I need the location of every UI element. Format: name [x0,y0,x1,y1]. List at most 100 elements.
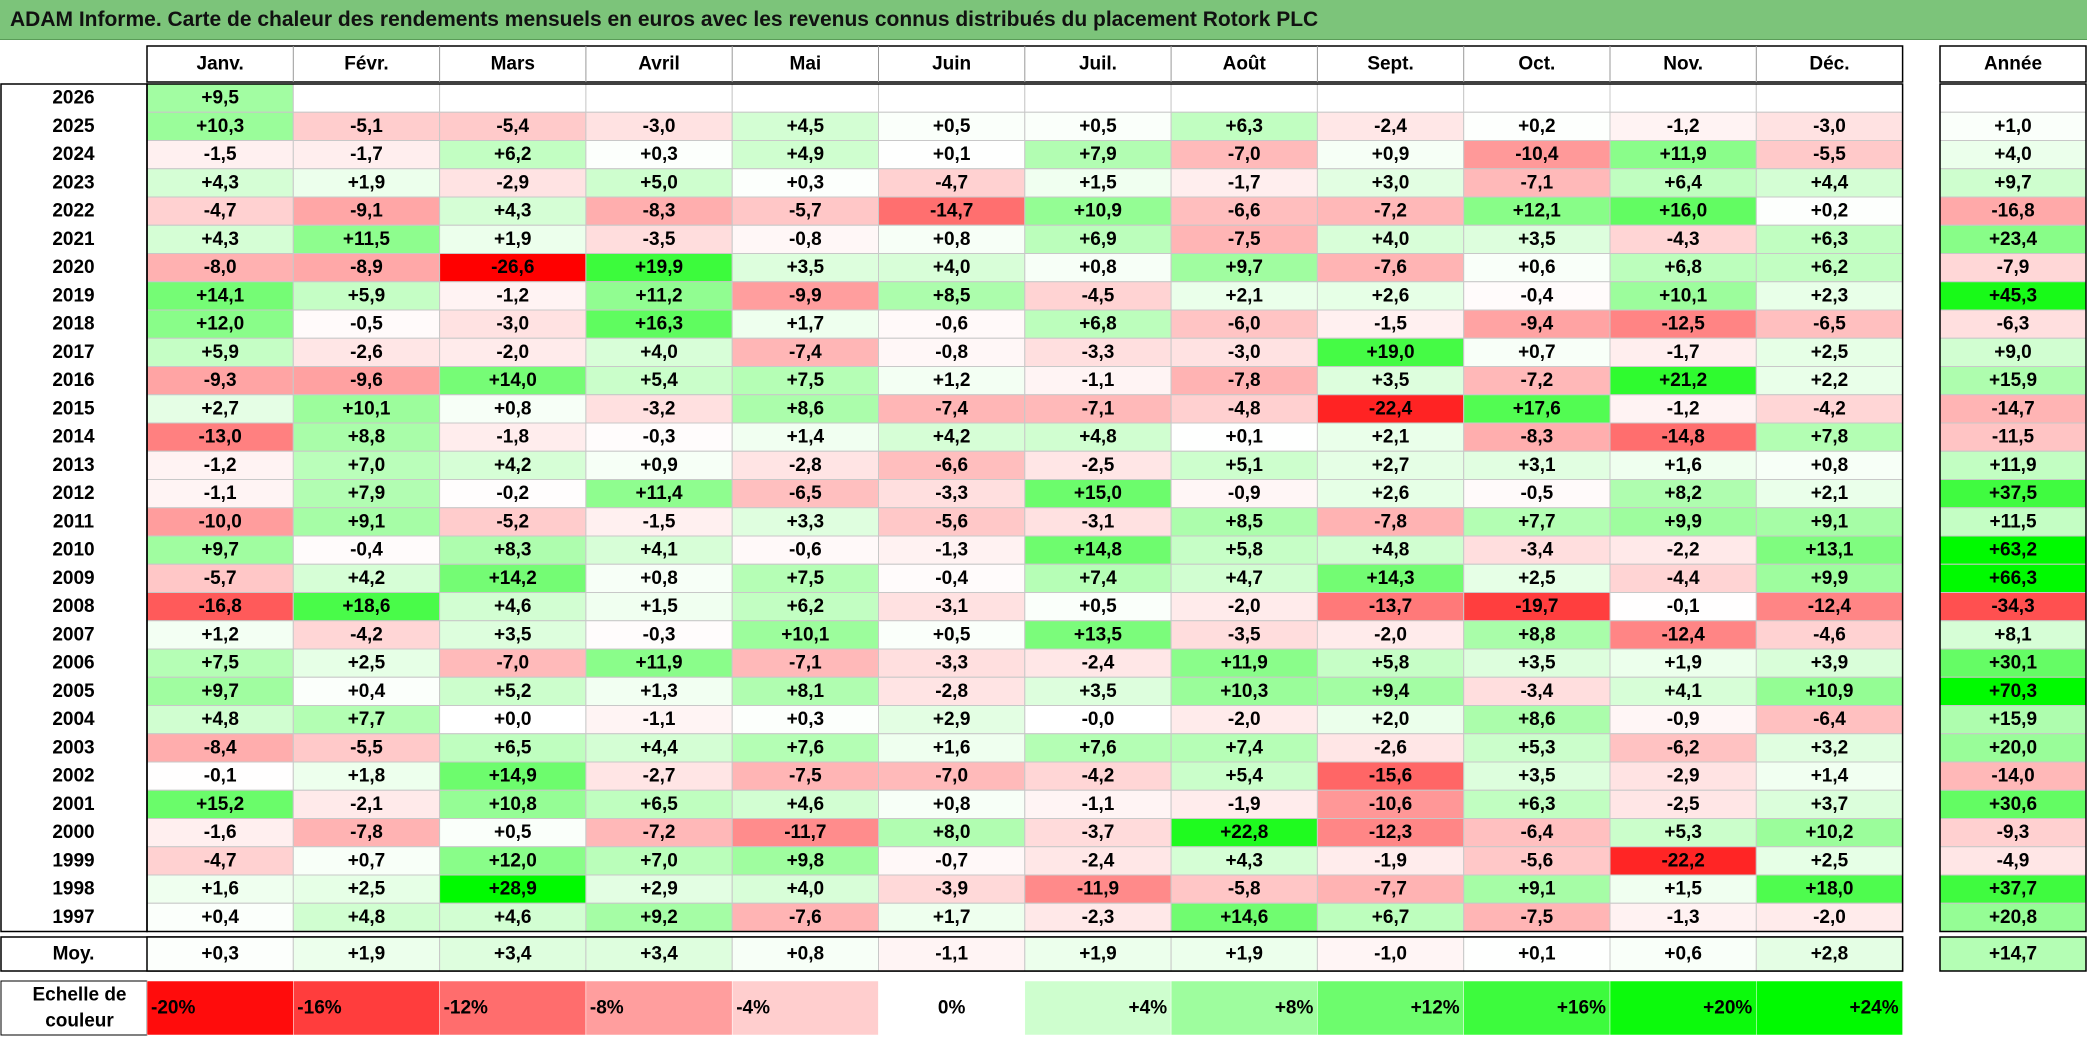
annual-value: -6,3 [1997,314,2030,335]
cell-value: +5,8 [1372,653,1410,674]
scale-label: 0% [938,998,966,1019]
average-value: +0,3 [201,944,239,965]
heatmap-cell [292,111,441,141]
heatmap-cell [1170,648,1318,678]
year-label: 1999 [52,850,94,871]
cell-value: +3,7 [1811,794,1849,815]
heatmap-cell [292,676,441,706]
heatmap-cell [731,366,880,396]
heatmap-cell [1170,733,1318,763]
cell-value: -0,3 [643,427,676,448]
month-header: Mai [790,54,822,75]
cell-value: +6,4 [1664,172,1702,193]
heatmap-cell [1609,507,1757,537]
heatmap-cell [292,196,441,226]
heatmap-cell [1609,140,1757,170]
heatmap-cell [292,507,441,537]
cell-value: -4,2 [1813,398,1846,419]
cell-value: -6,5 [1813,314,1846,335]
heatmap-cell [1024,253,1172,283]
heatmap-cell [1170,761,1318,791]
cell-value: +5,4 [640,370,678,391]
chart-title: ADAM Informe. Carte de chaleur des rende… [0,0,2087,40]
annual-value: -4,9 [1997,850,2030,871]
cell-value: -3,4 [1520,681,1553,702]
cell-value: +8,6 [1518,709,1556,730]
heatmap-cell [1609,818,1757,848]
heatmap-cell [439,140,587,170]
cell-value: -6,4 [1520,822,1553,843]
cell-value: +14,8 [1074,540,1122,561]
cell-value: +7,4 [1079,568,1117,589]
heatmap-cell [1463,902,1611,932]
scale-label-box [0,980,148,1036]
cell-value: -0,9 [1667,709,1700,730]
heatmap-cell [1755,507,1904,537]
heatmap-cell [1316,281,1465,311]
cell-value: -9,6 [350,370,383,391]
heatmap-cell [731,789,880,819]
scale-label-line1: Echelle de [33,985,127,1006]
heatmap-cell [1609,648,1757,678]
cell-value: +9,9 [1664,511,1702,532]
cell-value: +0,8 [1079,257,1117,278]
cell-value: +0,2 [1811,201,1849,222]
cell-value: +5,3 [1664,822,1702,843]
cell-value: -7,0 [935,766,968,787]
heatmap-cell [439,733,587,763]
heatmap-cell [1316,676,1465,706]
heatmap-cell [1755,563,1904,593]
cell-value: +10,1 [1659,285,1708,306]
cell-value: -2,3 [1082,907,1115,928]
annual-value: +20,8 [1989,907,2037,928]
cell-value: +3,2 [1811,737,1849,758]
cell-value: -1,6 [204,822,237,843]
heatmap-cell [878,450,1026,480]
heatmap-cell [1755,902,1904,932]
heatmap-cell [1609,168,1757,198]
heatmap-cell [292,846,441,876]
heatmap-cell [1463,761,1611,791]
cell-value: +8,8 [348,427,386,448]
heatmap-cell [1755,620,1904,650]
cell-value: -1,9 [1228,794,1261,815]
cell-value: +2,5 [1518,568,1556,589]
heatmap-cell [439,761,587,791]
cell-value: +8,5 [933,285,971,306]
cell-value: +0,4 [201,907,239,928]
cell-value: -1,1 [1082,370,1115,391]
heatmap-cell [1024,620,1172,650]
heatmap-cell [439,818,587,848]
cell-value: -7,2 [1520,370,1553,391]
cell-value: -1,1 [1082,794,1115,815]
cell-value: +12,0 [489,850,537,871]
cell-value: +1,2 [201,624,239,645]
heatmap-cell [878,563,1026,593]
average-cell [439,936,587,972]
heatmap-cell [731,705,880,735]
average-cell [585,936,733,972]
cell-value: -2,7 [643,766,676,787]
cell-value: -9,4 [1520,314,1553,335]
cell-value: -1,5 [204,144,237,165]
heatmap-cell [1024,479,1172,509]
heatmap-cell [1024,224,1172,254]
heatmap-cell [878,705,1026,735]
heatmap-cell [878,507,1026,537]
month-header: Juin [932,54,971,75]
cell-value: -3,3 [935,653,968,674]
heatmap-cell [1170,479,1318,509]
heatmap-cell [1170,394,1318,424]
heatmap-cell [878,224,1026,254]
heatmap-cell [146,874,294,904]
cell-value: -5,5 [1813,144,1846,165]
cell-value: -3,1 [935,596,968,617]
cell-value: -7,5 [789,766,822,787]
cell-value: +6,2 [787,596,825,617]
heatmap-cell [878,309,1026,339]
cell-value: -10,0 [198,511,241,532]
heatmap-cell [146,479,294,509]
heatmap-cell [1609,563,1757,593]
cell-value: +7,5 [201,653,239,674]
cell-value: -7,1 [1082,398,1115,419]
